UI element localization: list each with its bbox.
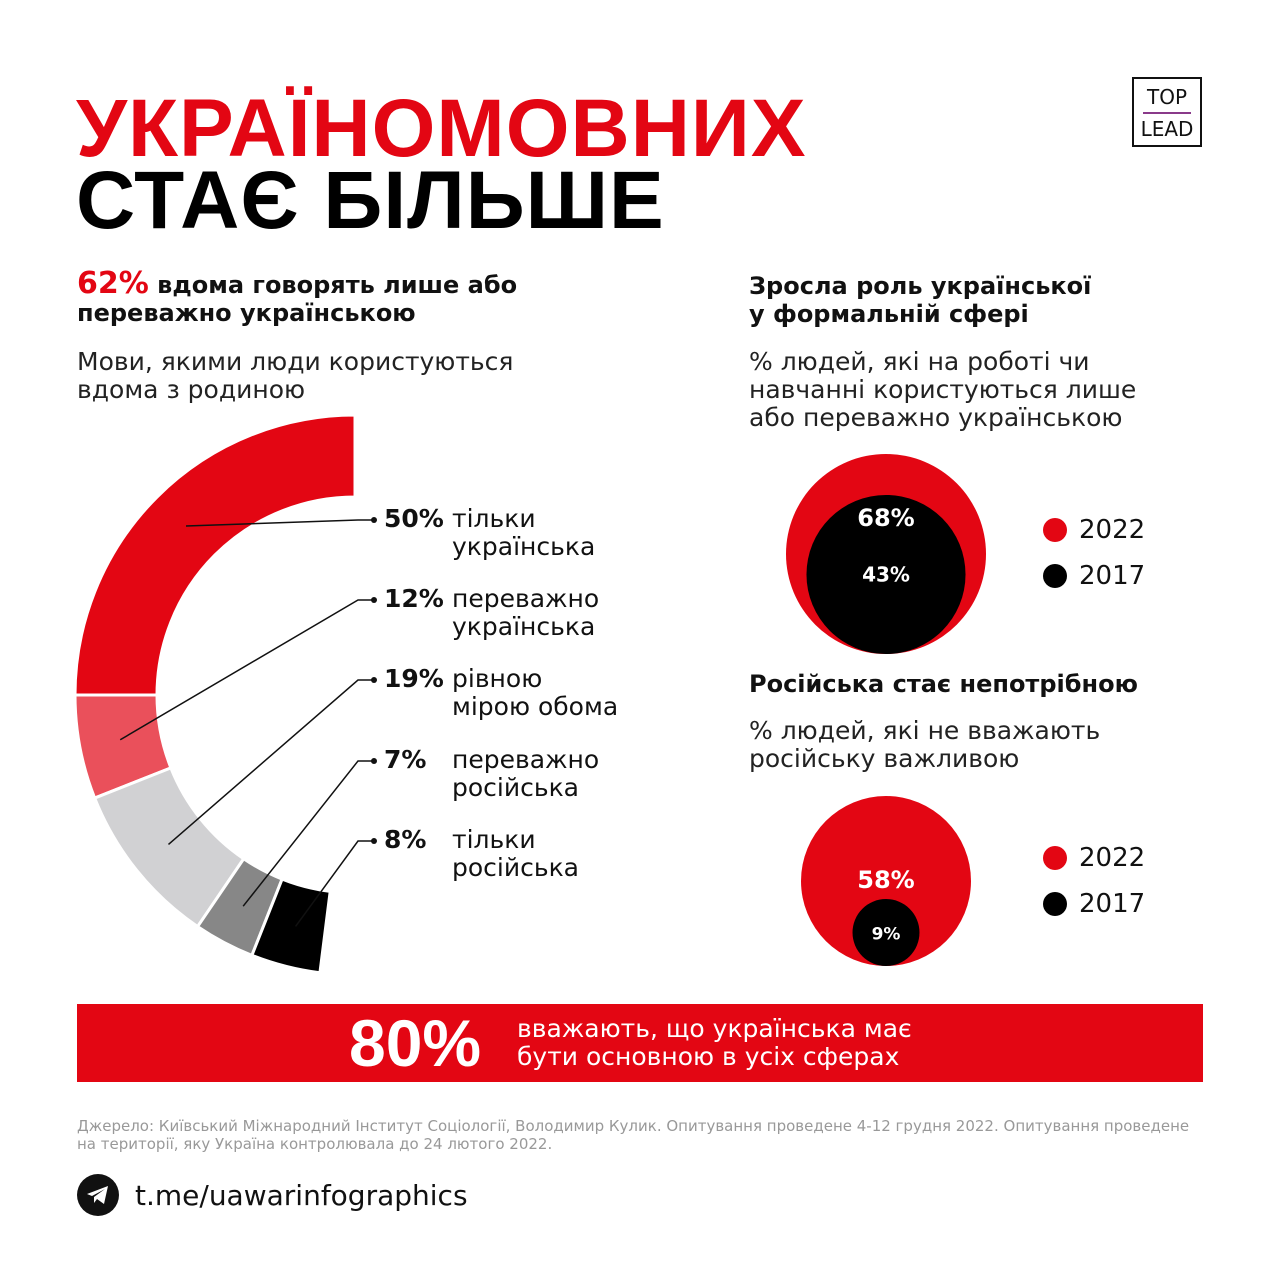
- bubble-1-2017: [806, 494, 966, 654]
- headline-text-2: переважно українською: [77, 299, 416, 327]
- leader-line-4: [294, 840, 372, 927]
- leader-dot-1: [371, 597, 377, 603]
- leader-dot-2: [371, 677, 377, 683]
- donut-label-4: 8% тільки російська: [384, 826, 579, 882]
- legend-2017-b: 2017: [1043, 889, 1145, 919]
- legend-2022: 2022: [1043, 515, 1145, 545]
- telegram-url[interactable]: t.me/uawarinfographics: [135, 1178, 468, 1212]
- right-bottom-subtitle: % людей, які не вважають російську важлив…: [749, 716, 1101, 773]
- donut-label-pct: 12%: [384, 584, 444, 613]
- donut-label-text: тільки українська: [452, 504, 596, 561]
- donut-label-pct: 7%: [384, 745, 427, 774]
- headline-text: вдома говорять лише або: [157, 271, 518, 299]
- left-headline: 62% вдома говорять лише або переважно укр…: [77, 269, 518, 328]
- donut-label-1: 12% переважно українська: [384, 585, 599, 641]
- bubble-label-2017: 43%: [862, 562, 910, 586]
- leader-dot-4: [371, 838, 377, 844]
- bubble-2-2017: [852, 899, 920, 966]
- bubble-label-2022: 58%: [857, 866, 914, 894]
- donut-segment-4: [249, 877, 332, 975]
- legend-2017: 2017: [1043, 561, 1145, 591]
- title-line-2: СТАЄ БІЛЬШЕ: [76, 155, 665, 246]
- donut-label-pct: 19%: [384, 664, 444, 693]
- donut-label-text: тільки російська: [452, 825, 580, 882]
- right-bottom-heading: Російська стає непотрібною: [749, 670, 1138, 698]
- source-note: Джерело: Київський Міжнародний Інститут …: [77, 1117, 1190, 1153]
- top-lead-logo: TOP LEAD: [1132, 77, 1202, 147]
- legend-2022-b: 2022: [1043, 843, 1145, 873]
- banner-text: вважають, що українська має бути основною…: [517, 1014, 912, 1071]
- right-top-heading: Зросла роль української у формальній сфер…: [749, 272, 1092, 328]
- donut-label-0: 50% тільки українська: [384, 505, 595, 561]
- donut-label-pct: 50%: [384, 504, 444, 533]
- donut-label-3: 7% переважно російська: [384, 746, 599, 802]
- leader-line-2: [167, 679, 372, 845]
- right-top-subtitle: % людей, які на роботі чи навчанні корист…: [749, 347, 1137, 432]
- left-subtitle: Мови, якими люди користуються вдома з род…: [77, 347, 514, 404]
- legend-dot-black: [1043, 892, 1067, 916]
- banner: 80% вважають, що українська має бути основ…: [77, 1004, 1203, 1082]
- leader-dot-0: [371, 517, 377, 523]
- leader-dot-3: [371, 758, 377, 764]
- donut-segment-0: [73, 413, 357, 697]
- telegram-link[interactable]: t.me/uawarinfographics: [77, 1174, 468, 1216]
- donut-label-2: 19% рівною мірою обома: [384, 665, 618, 721]
- donut-label-text: рівною мірою обома: [452, 664, 619, 721]
- donut-label-text: переважно українська: [452, 584, 600, 641]
- leader-line-3: [242, 760, 372, 907]
- telegram-icon: [77, 1174, 119, 1216]
- leader-line-1: [119, 599, 372, 741]
- banner-pct: 80%: [349, 1006, 482, 1080]
- bubble-2-2022: [801, 796, 971, 966]
- logo-top: TOP: [1146, 85, 1188, 109]
- legend-dot-red: [1043, 846, 1067, 870]
- bubble-label-2017: 9%: [872, 925, 901, 945]
- leader-line-0: [185, 519, 372, 527]
- legend-dot-black: [1043, 564, 1067, 588]
- donut-label-text: переважно російська: [452, 745, 600, 802]
- logo-bottom: LEAD: [1140, 117, 1194, 141]
- bubble-label-2022: 68%: [857, 504, 914, 532]
- title-line-1: УКРАЇНОМОВНИХ: [76, 83, 807, 174]
- donut-label-pct: 8%: [384, 825, 427, 854]
- headline-pct: 62%: [77, 266, 149, 301]
- legend-dot-red: [1043, 518, 1067, 542]
